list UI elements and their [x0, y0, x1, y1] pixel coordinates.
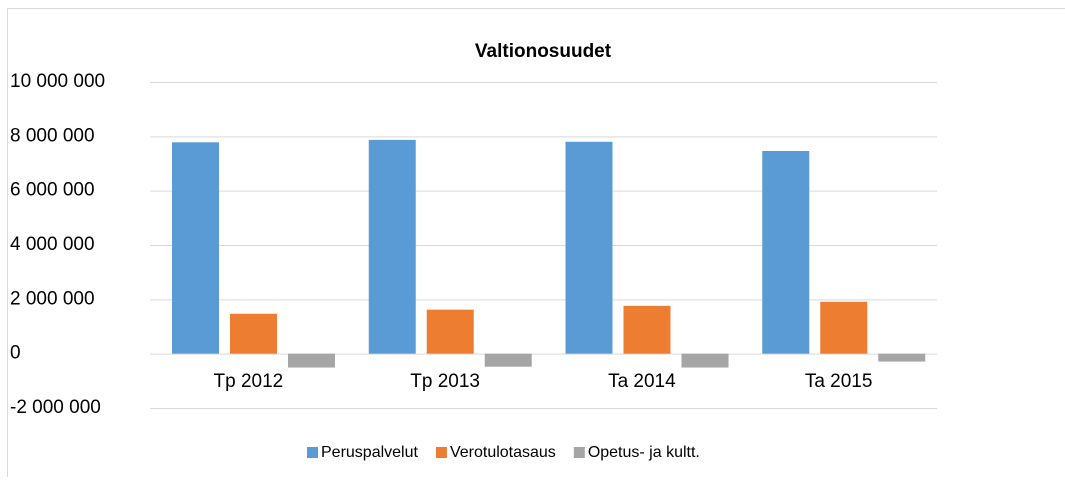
x-tick-label: Ta 2014: [608, 371, 676, 392]
bar: [820, 301, 868, 354]
bar: [230, 313, 277, 354]
legend-label: Opetus- ja kultt.: [588, 444, 700, 461]
bar: [762, 151, 810, 354]
y-tick-label: 0: [10, 343, 21, 364]
y-tick-label: 8 000 000: [10, 125, 95, 146]
y-tick-label: 2 000 000: [10, 288, 95, 309]
bar: [623, 305, 671, 354]
bar: [172, 142, 219, 354]
bar: [681, 353, 729, 368]
legend-label: Peruspalvelut: [321, 444, 419, 461]
x-tick-label: Tp 2013: [410, 371, 480, 392]
y-tick-label: 10 000 000: [10, 71, 105, 92]
bar: [878, 353, 926, 362]
legend-label: Verotulotasaus: [450, 444, 556, 461]
x-tick-label: Tp 2012: [214, 371, 284, 392]
legend-swatch: [573, 447, 585, 458]
chart-title: Valtionosuudet: [475, 41, 612, 62]
bar: [288, 353, 335, 368]
bar: [484, 353, 532, 367]
y-tick-label: 4 000 000: [10, 234, 95, 255]
bar: [368, 139, 416, 354]
y-tick-label: -2 000 000: [10, 397, 101, 418]
x-tick-label: Ta 2015: [805, 371, 873, 392]
y-tick-label: 6 000 000: [10, 180, 95, 201]
bar: [426, 309, 474, 354]
bar: [565, 141, 613, 354]
legend-swatch: [307, 447, 318, 458]
legend-swatch: [435, 447, 447, 458]
